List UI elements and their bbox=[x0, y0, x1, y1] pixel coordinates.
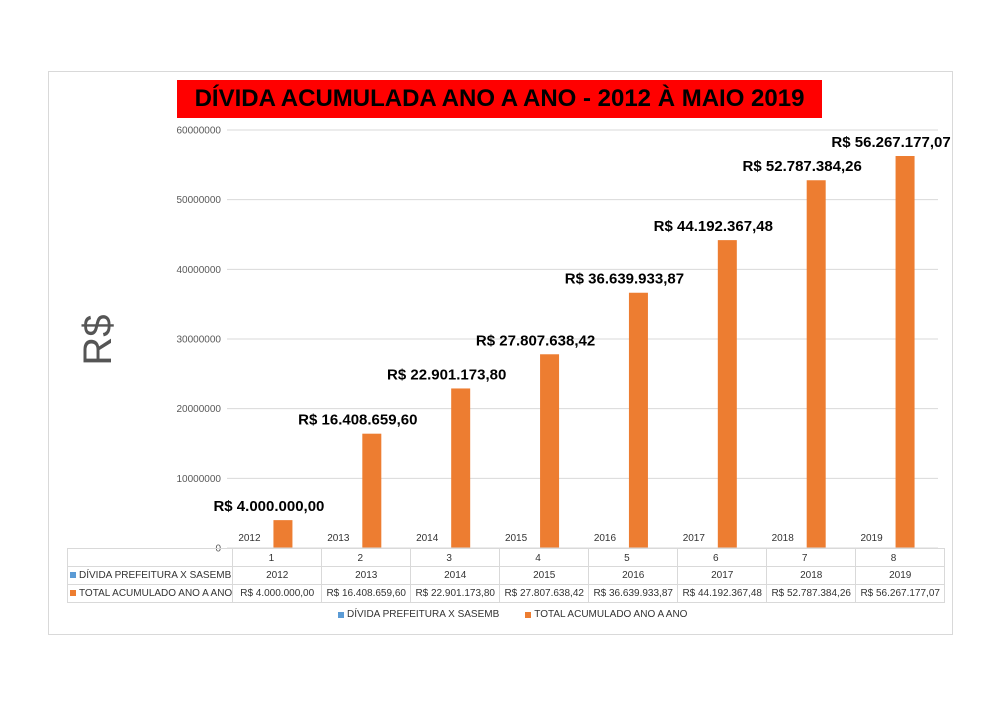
table-cell: R$ 22.901.173,80 bbox=[410, 584, 501, 603]
data-label-divida-prefeitura: 2015 bbox=[505, 533, 528, 544]
table-cell: 2019 bbox=[855, 566, 946, 585]
data-label-divida-prefeitura: 2017 bbox=[683, 533, 706, 544]
series-swatch bbox=[70, 572, 76, 579]
table-cell: 2016 bbox=[588, 566, 679, 585]
table-row: DÍVIDA PREFEITURA X SASEMB 2012 2013 2014 20… bbox=[66, 566, 946, 585]
legend-label: DÍVIDA PREFEITURA X SASEMB bbox=[347, 609, 500, 620]
data-label-total-acumulado: R$ 52.787.384,26 bbox=[743, 158, 862, 175]
data-label-total-acumulado: R$ 4.000.000,00 bbox=[213, 498, 324, 515]
data-label-total-acumulado: R$ 56.267.177,07 bbox=[831, 134, 950, 151]
table-cell: 2018 bbox=[766, 566, 857, 585]
table-cell: 2012 bbox=[232, 566, 323, 585]
bar-total-acumulado bbox=[895, 156, 915, 548]
bar-total-acumulado bbox=[273, 520, 293, 548]
bar-total-acumulado bbox=[806, 180, 826, 548]
table-cell: 2014 bbox=[410, 566, 501, 585]
y-tick-label: 50000000 bbox=[177, 195, 222, 206]
table-header-cell bbox=[588, 548, 679, 567]
table-cell: R$ 52.787.384,26 bbox=[766, 584, 857, 603]
bar-total-acumulado bbox=[628, 292, 648, 548]
data-label-divida-prefeitura: 2016 bbox=[594, 533, 617, 544]
data-label-divida-prefeitura: 2014 bbox=[416, 533, 439, 544]
series-name: DÍVIDA PREFEITURA X SASEMB bbox=[79, 570, 232, 581]
data-label-divida-prefeitura: 2012 bbox=[238, 533, 261, 544]
series-name: TOTAL ACUMULADO ANO A ANO bbox=[79, 588, 233, 599]
data-label-total-acumulado: R$ 36.639.933,87 bbox=[565, 271, 684, 288]
chart-title: DÍVIDA ACUMULADA ANO A ANO - 2012 À MAIO… bbox=[177, 80, 822, 118]
table-header-cell bbox=[410, 548, 501, 567]
legend: DÍVIDA PREFEITURA X SASEMB TOTAL ACUMULAD… bbox=[338, 609, 687, 620]
legend-label: TOTAL ACUMULADO ANO A ANO bbox=[534, 609, 688, 620]
table-corner bbox=[66, 548, 234, 567]
data-table: DÍVIDA PREFEITURA X SASEMB 2012 2013 2014 20… bbox=[66, 548, 946, 603]
table-header-cell bbox=[499, 548, 590, 567]
table-row: TOTAL ACUMULADO ANO A ANO R$ 4.000.000,00… bbox=[66, 584, 946, 603]
bar-total-acumulado bbox=[717, 240, 737, 548]
data-label-total-acumulado: R$ 22.901.173,80 bbox=[387, 366, 506, 383]
data-label-divida-prefeitura: 2013 bbox=[327, 533, 350, 544]
table-cell: 2017 bbox=[677, 566, 768, 585]
table-header-cell bbox=[855, 548, 946, 567]
table-cell: R$ 16.408.659,60 bbox=[321, 584, 412, 603]
table-header-row bbox=[66, 548, 946, 567]
table-cell: 2013 bbox=[321, 566, 412, 585]
table-row-header: DÍVIDA PREFEITURA X SASEMB bbox=[66, 566, 234, 585]
series-swatch bbox=[70, 590, 76, 597]
legend-swatch bbox=[338, 611, 344, 618]
bar-total-acumulado bbox=[451, 388, 471, 548]
y-tick-label: 10000000 bbox=[177, 474, 222, 485]
legend-swatch bbox=[525, 611, 532, 618]
data-label-total-acumulado: R$ 27.807.638,42 bbox=[476, 332, 595, 349]
table-cell: R$ 4.000.000,00 bbox=[232, 584, 323, 603]
data-label-divida-prefeitura: 2018 bbox=[772, 533, 795, 544]
data-label-total-acumulado: R$ 16.408.659,60 bbox=[298, 412, 417, 429]
legend-item: TOTAL ACUMULADO ANO A ANO bbox=[525, 609, 687, 620]
table-cell: R$ 44.192.367,48 bbox=[677, 584, 768, 603]
y-tick-label: 30000000 bbox=[177, 335, 222, 346]
table-header-cell bbox=[321, 548, 412, 567]
table-cell: R$ 56.267.177,07 bbox=[855, 584, 946, 603]
table-header-cell bbox=[232, 548, 323, 567]
table-row-header: TOTAL ACUMULADO ANO A ANO bbox=[66, 584, 234, 603]
legend-item: DÍVIDA PREFEITURA X SASEMB bbox=[338, 609, 499, 620]
chart-frame bbox=[48, 71, 953, 635]
table-cell: R$ 36.639.933,87 bbox=[588, 584, 679, 603]
table-header-cell bbox=[677, 548, 768, 567]
table-cell: R$ 27.807.638,42 bbox=[499, 584, 590, 603]
bar-total-acumulado bbox=[362, 433, 382, 548]
bar-total-acumulado bbox=[540, 354, 560, 548]
y-tick-label: 60000000 bbox=[177, 126, 222, 137]
data-label-total-acumulado: R$ 44.192.367,48 bbox=[654, 218, 773, 235]
table-header-cell bbox=[766, 548, 857, 567]
data-label-divida-prefeitura: 2019 bbox=[860, 533, 883, 544]
y-tick-label: 40000000 bbox=[177, 265, 222, 276]
table-cell: 2015 bbox=[499, 566, 590, 585]
y-tick-label: 20000000 bbox=[177, 404, 222, 415]
